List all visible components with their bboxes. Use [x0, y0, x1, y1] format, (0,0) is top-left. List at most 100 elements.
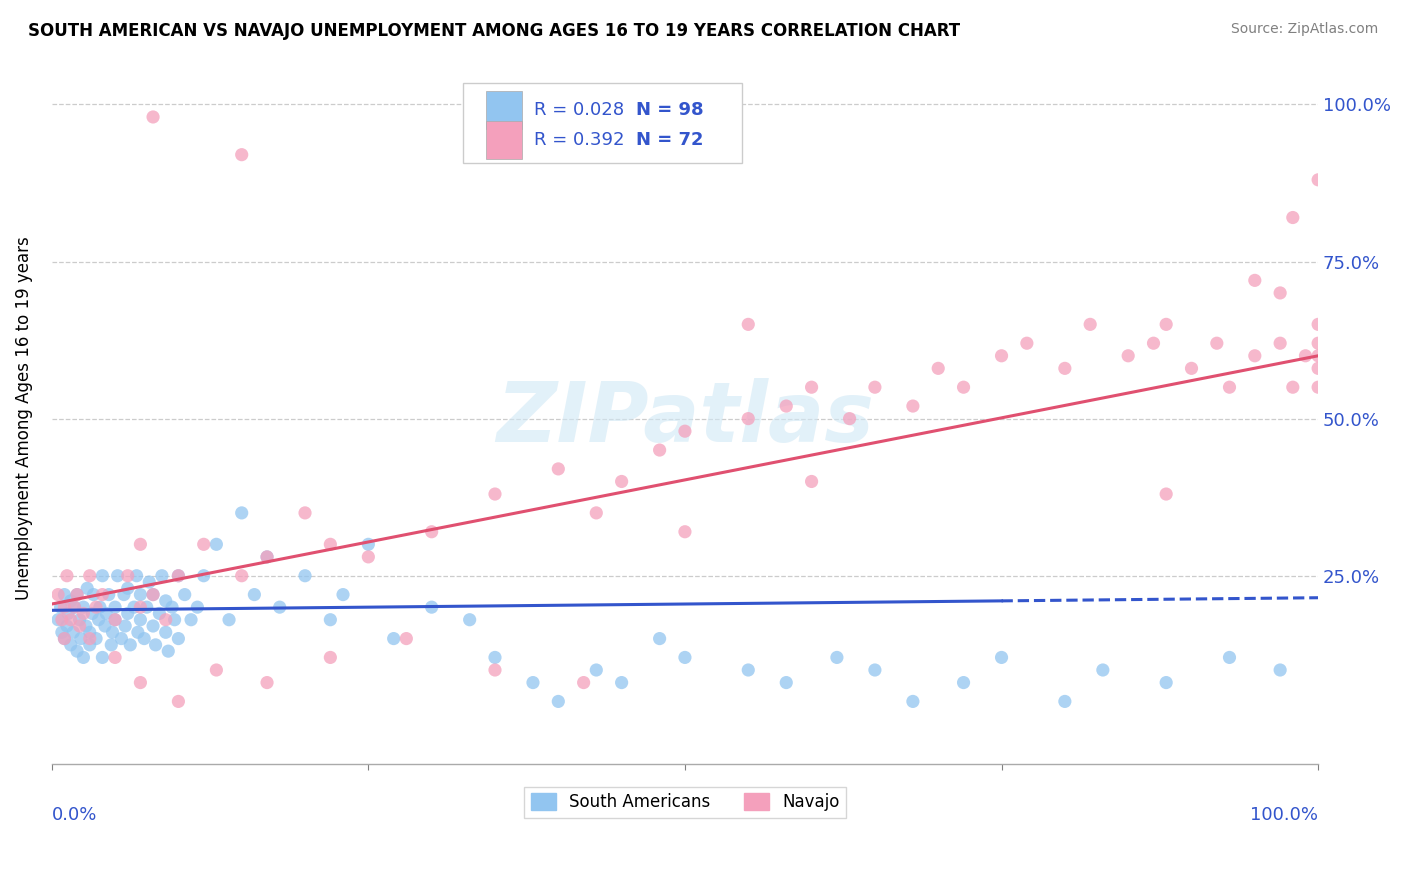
Point [256, 549, 278, 564]
Point [70, 632, 93, 646]
Point [1243, 273, 1265, 287]
Point [107, 568, 129, 582]
Point [1154, 675, 1177, 690]
Point [193, 537, 215, 551]
Point [167, 632, 190, 646]
Point [522, 675, 544, 690]
Point [76, 582, 98, 596]
Point [114, 619, 136, 633]
Point [1268, 336, 1291, 351]
Point [737, 318, 759, 332]
Point [1308, 361, 1330, 376]
Point [1205, 336, 1227, 351]
Point [46, 588, 69, 602]
Point [56, 568, 79, 582]
Point [205, 537, 228, 551]
Point [319, 613, 342, 627]
Point [120, 638, 142, 652]
Point [75, 619, 97, 633]
Point [1116, 349, 1139, 363]
Point [1053, 361, 1076, 376]
Point [53, 600, 76, 615]
Point [243, 588, 266, 602]
Point [129, 588, 152, 602]
Point [72, 607, 94, 621]
Point [150, 568, 173, 582]
Point [49, 600, 72, 615]
Point [357, 537, 380, 551]
Point [83, 588, 105, 602]
Point [1243, 349, 1265, 363]
Point [382, 632, 405, 646]
Point [148, 607, 170, 621]
Point [547, 462, 569, 476]
Point [990, 349, 1012, 363]
Point [610, 475, 633, 489]
Point [110, 632, 132, 646]
Point [173, 588, 195, 602]
Point [205, 663, 228, 677]
Point [610, 675, 633, 690]
Point [96, 607, 118, 621]
Point [129, 600, 152, 615]
Point [1308, 336, 1330, 351]
Point [46, 613, 69, 627]
FancyBboxPatch shape [464, 83, 742, 163]
Point [142, 588, 165, 602]
Point [1154, 318, 1177, 332]
Point [1015, 336, 1038, 351]
Point [125, 568, 148, 582]
Point [62, 625, 84, 640]
Point [648, 632, 671, 646]
Point [218, 613, 240, 627]
Point [294, 568, 316, 582]
Point [163, 613, 186, 627]
Point [84, 632, 107, 646]
Point [94, 619, 117, 633]
Point [547, 694, 569, 708]
Point [990, 650, 1012, 665]
Point [79, 638, 101, 652]
Y-axis label: Unemployment Among Ages 16 to 19 years: Unemployment Among Ages 16 to 19 years [15, 236, 32, 600]
Point [1308, 380, 1330, 394]
Point [82, 607, 104, 621]
Point [1142, 336, 1164, 351]
Point [186, 600, 208, 615]
Point [256, 549, 278, 564]
Text: Source: ZipAtlas.com: Source: ZipAtlas.com [1230, 22, 1378, 37]
Point [134, 632, 156, 646]
Text: N = 72: N = 72 [636, 130, 703, 148]
Point [572, 675, 595, 690]
Point [127, 625, 149, 640]
Point [91, 568, 114, 582]
Point [294, 506, 316, 520]
Text: 0.0%: 0.0% [52, 805, 97, 823]
Point [1281, 211, 1303, 225]
Point [79, 632, 101, 646]
Point [129, 537, 152, 551]
Point [72, 600, 94, 615]
Point [100, 638, 122, 652]
Point [69, 619, 91, 633]
Point [484, 650, 506, 665]
Point [142, 619, 165, 633]
Point [952, 380, 974, 394]
Point [395, 632, 418, 646]
Point [104, 613, 127, 627]
Point [1308, 318, 1330, 332]
Point [231, 506, 253, 520]
Text: R = 0.392: R = 0.392 [534, 130, 624, 148]
Point [838, 411, 860, 425]
Point [1218, 380, 1240, 394]
Point [1218, 650, 1240, 665]
Point [89, 600, 111, 615]
Point [180, 613, 202, 627]
Point [53, 632, 76, 646]
Point [648, 443, 671, 458]
Point [231, 568, 253, 582]
Point [319, 537, 342, 551]
Point [142, 110, 165, 124]
Text: SOUTH AMERICAN VS NAVAJO UNEMPLOYMENT AMONG AGES 16 TO 19 YEARS CORRELATION CHAR: SOUTH AMERICAN VS NAVAJO UNEMPLOYMENT AM… [28, 22, 960, 40]
Legend: South Americans, Navajo: South Americans, Navajo [524, 787, 846, 818]
Point [737, 663, 759, 677]
